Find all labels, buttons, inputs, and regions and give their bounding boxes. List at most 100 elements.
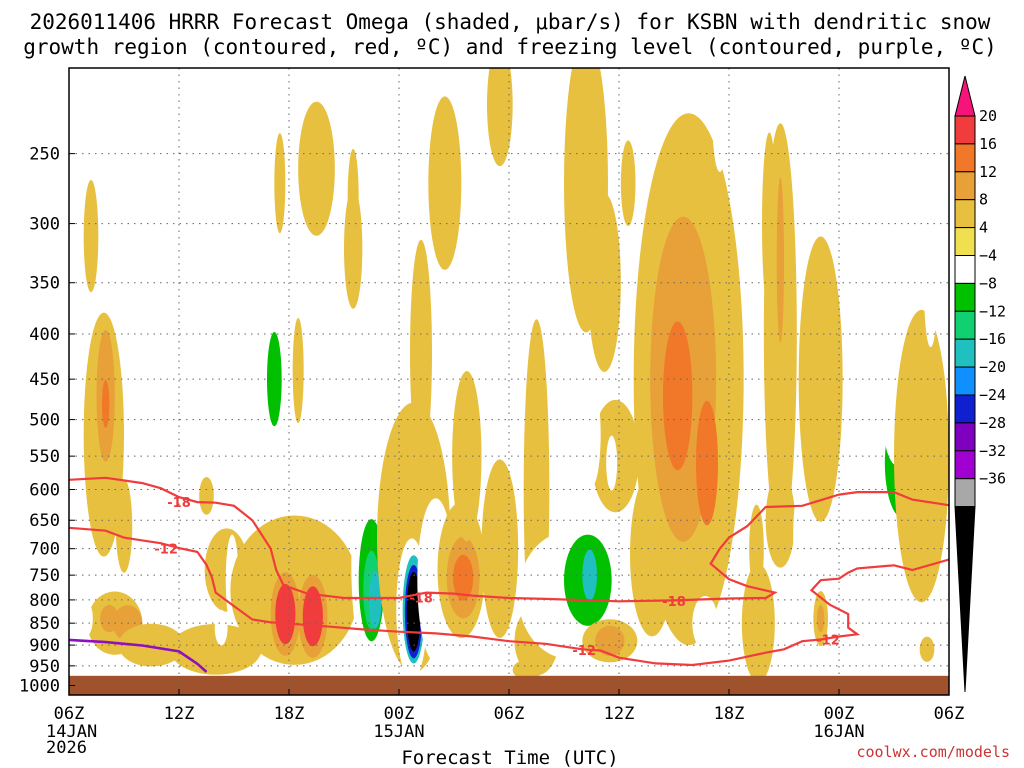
colorbar: 20 16 12 8 4 −4 −8 −12 −16 −20 −24 −28 −32 −36 [954,75,1006,693]
omega-cell [453,554,474,601]
x-tick-label: 00Z [824,704,855,724]
y-tick-label: 700 [29,540,60,560]
y-tick-label: 900 [29,636,60,656]
y-tick-label: 350 [29,274,60,294]
omega-cell [214,609,228,646]
x-axis-label: Forecast Time (UTC) [401,747,618,768]
omega-cell [298,101,335,236]
omega-cell [663,321,693,471]
colorbar-segment [954,338,976,368]
colorbar-label: −36 [979,470,1006,488]
y-tick-label: 950 [29,657,60,677]
colorbar-segment [954,115,976,145]
colorbar-label: −20 [979,358,1006,376]
omega-cell [143,362,160,405]
y-tick-label: 800 [29,591,60,611]
omega-cell [851,661,863,678]
omega-cell [512,659,542,680]
omega-cell [851,460,863,580]
y-tick-label: 450 [29,370,60,390]
omega-cell [776,177,784,343]
colorbar-segment [954,171,976,201]
omega-cell [696,400,718,526]
omega-cell [347,148,359,246]
y-axis-ticks: 2503003504004505005506006507007508008509… [19,145,75,697]
y-tick-label: 650 [29,511,60,531]
omega-cell [487,194,501,314]
omega-cell [81,526,93,571]
y-tick-label: 250 [29,145,60,165]
omega-cell [172,405,197,465]
colorbar-label: −8 [979,274,997,292]
y-tick-label: 600 [29,481,60,501]
y-tick-label: 400 [29,325,60,345]
contour-label: -18 [662,595,686,610]
colorbar-label: −12 [979,302,1006,320]
omega-cell [919,636,935,662]
y-tick-label: 300 [29,215,60,235]
omega-cell [817,604,825,633]
x-tick-label: 18Z [714,704,745,724]
x-date-label: 15JAN [373,722,424,742]
y-tick-label: 550 [29,447,60,467]
omega-cell [712,71,728,172]
colorbar-segment [954,450,976,480]
colorbar-segment [954,199,976,229]
omega-cell [692,596,719,651]
colorbar-segment [954,310,976,340]
omega-cell [102,379,110,428]
contour-label: -18 [409,592,433,607]
colorbar-bottom-arrow [954,506,976,693]
omega-cell [595,625,625,656]
omega-cell [78,600,93,637]
omega-cell [924,239,938,348]
omega-cell [606,435,618,491]
omega-cell [267,332,282,427]
omega-cell [587,193,621,372]
omega-cell [199,476,214,515]
dgz-contour [69,476,949,603]
omega-cell [292,317,304,424]
colorbar-label: 20 [979,107,997,125]
y-tick-label: 1000 [19,677,60,697]
x-date-label: 16JAN [813,722,864,742]
omega-cell [481,459,519,638]
colorbar-label: 4 [979,219,988,237]
x-tick-label: 06Z [494,704,525,724]
colorbar-label: −16 [979,330,1006,348]
colorbar-segment [954,366,976,396]
colorbar-segment [954,255,976,284]
colorbar-segment [954,394,976,424]
colorbar-segment [954,143,976,173]
x-tick-label: 18Z [274,704,305,724]
x-tick-label: 06Z [54,704,85,724]
colorbar-label: −28 [979,414,1006,432]
colorbar-segment [954,227,976,257]
omega-cell [798,236,843,522]
contour-label: -12 [816,634,840,649]
omega-cell [118,623,185,667]
omega-cell [275,583,296,645]
x-date-label: 2026 [46,738,87,758]
omega-cell [83,180,99,293]
omega-cell [450,254,465,394]
colorbar-label: 8 [979,191,988,209]
site-credit: coolwx.com/models [856,743,1010,761]
omega-shading [78,68,949,683]
x-tick-label: 00Z [384,704,415,724]
omega-cell [620,140,636,226]
colorbar-label: −4 [979,247,997,265]
x-tick-label: 12Z [604,704,635,724]
omega-cell [582,382,601,487]
y-tick-label: 750 [29,566,60,586]
colorbar-segment [954,478,976,508]
colorbar-label: 12 [979,163,997,181]
omega-cell [428,96,462,270]
chart-title-line-1: 2026011406 HRRR Forecast Omega (shaded, … [30,10,991,34]
dgz-contour [69,526,949,667]
x-date-label: 14JAN [46,722,97,742]
colorbar-segment [954,282,976,312]
colorbar-segment [954,422,976,452]
omega-cell [302,586,323,647]
